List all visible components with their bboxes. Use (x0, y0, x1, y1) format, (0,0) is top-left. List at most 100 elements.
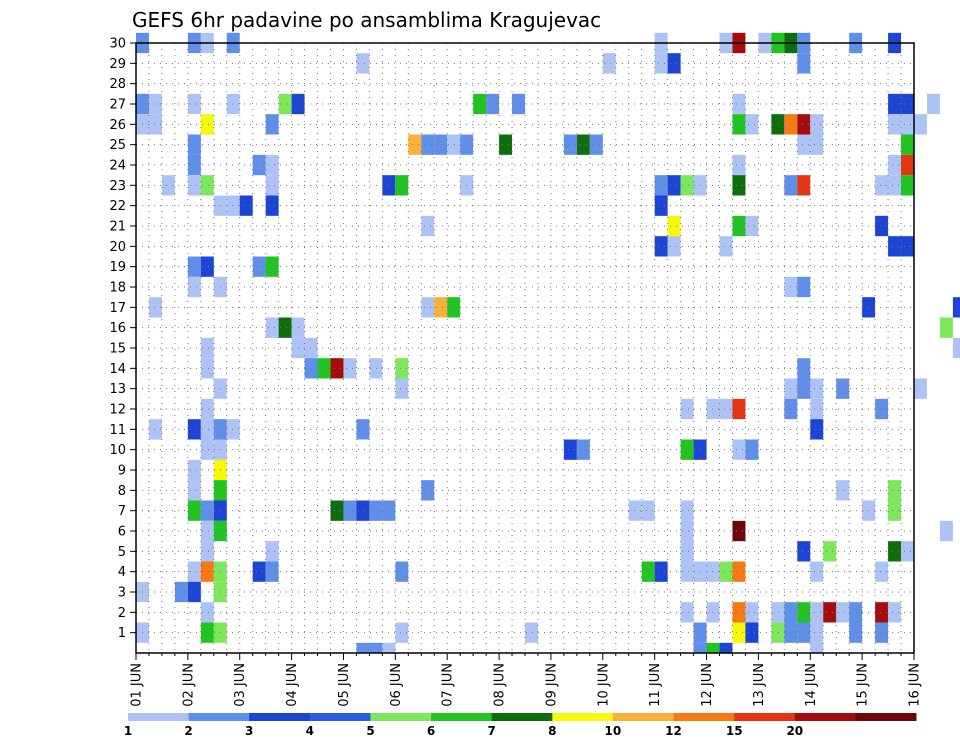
y-tick-label: 14 (109, 362, 126, 377)
heatmap-cell (421, 215, 435, 237)
y-tick-label: 20 (109, 240, 126, 255)
heatmap-cells (136, 32, 960, 653)
heatmap-cell (382, 642, 396, 653)
heatmap-cell (654, 561, 668, 582)
y-tick-label: 6 (118, 525, 126, 540)
heatmap-cell (745, 114, 759, 135)
y-tick-label: 12 (109, 403, 126, 418)
y-tick-label: 9 (118, 464, 126, 479)
x-tick-label: 16 JUN (908, 663, 923, 707)
heatmap-cell (252, 561, 266, 582)
heatmap-cell (810, 398, 824, 420)
heatmap-cell (395, 378, 409, 399)
heatmap-cell (888, 480, 902, 501)
y-tick-label: 21 (109, 220, 126, 235)
heatmap-cell (628, 500, 642, 521)
colorbar-swatch (128, 713, 190, 721)
heatmap-cell (304, 337, 318, 359)
heatmap-cell (719, 561, 733, 582)
heatmap-cell (797, 53, 811, 74)
y-tick-label: 15 (109, 342, 126, 357)
heatmap-cell (888, 93, 902, 115)
heatmap-cell (148, 419, 162, 440)
heatmap-cell (473, 93, 487, 115)
heatmap-cell (161, 175, 175, 196)
heatmap-cell (265, 541, 279, 562)
heatmap-cell (356, 500, 370, 521)
heatmap-cell (732, 215, 746, 237)
heatmap-cell (810, 561, 824, 582)
heatmap-cell (200, 175, 214, 196)
heatmap-cell (226, 195, 240, 216)
colorbar-label: 1 (124, 724, 132, 738)
heatmap-cell (823, 602, 837, 623)
heatmap-cell (732, 602, 746, 623)
heatmap-cell (239, 195, 253, 216)
heatmap-cell (680, 520, 694, 542)
colorbar-swatch (612, 713, 675, 721)
heatmap-cell (265, 561, 279, 582)
heatmap-cell (369, 500, 383, 521)
y-tick-label: 10 (109, 443, 126, 458)
heatmap-cell (797, 541, 811, 562)
heatmap-cell (330, 500, 344, 521)
heatmap-cell (680, 175, 694, 196)
heatmap-cell (680, 398, 694, 420)
heatmap-cell (797, 602, 811, 623)
heatmap-cell (434, 297, 448, 318)
heatmap-cell (200, 439, 214, 460)
heatmap-cell (187, 419, 201, 440)
heatmap-cell (265, 317, 279, 338)
y-tick-label: 19 (109, 260, 126, 275)
x-tick-label: 03 JUN (233, 663, 248, 707)
heatmap-cell (265, 114, 279, 135)
colorbar-label: 8 (548, 724, 556, 738)
heatmap-cell (810, 134, 824, 155)
x-tick-label: 05 JUN (337, 663, 352, 707)
heatmap-cell (875, 175, 889, 196)
heatmap-cell (187, 500, 201, 521)
heatmap-cell (667, 175, 681, 196)
heatmap-cell (810, 378, 824, 399)
heatmap-cell (939, 317, 953, 338)
heatmap-cell (200, 256, 214, 277)
x-tick-label: 11 JUN (648, 663, 663, 707)
heatmap-cell (875, 622, 889, 643)
heatmap-cell (680, 500, 694, 521)
heatmap-cell (265, 175, 279, 196)
heatmap-cell (654, 53, 668, 74)
heatmap-cell (187, 134, 201, 155)
heatmap-cell (719, 398, 733, 420)
heatmap-cell (888, 602, 902, 623)
heatmap-cell (252, 154, 266, 176)
heatmap-cell (187, 256, 201, 277)
y-tick-label: 11 (109, 423, 126, 438)
heatmap-cell (563, 439, 577, 460)
x-tick-label: 09 JUN (544, 663, 559, 707)
heatmap-cell (680, 602, 694, 623)
heatmap-cell (914, 114, 927, 135)
heatmap-cell (278, 317, 292, 338)
heatmap-cell (187, 93, 201, 115)
heatmap-cell (888, 500, 902, 521)
heatmap-cell (706, 602, 720, 623)
heatmap-cell (200, 398, 214, 420)
colorbar-label: 3 (245, 724, 253, 738)
heatmap-cell (200, 114, 214, 135)
heatmap-cell (719, 236, 733, 257)
heatmap-cell (148, 93, 162, 115)
colorbar-swatch (734, 713, 796, 721)
heatmap-cell (641, 561, 655, 582)
heatmap-cell (797, 114, 811, 135)
heatmap-cell (732, 439, 746, 460)
heatmap-cell (654, 175, 668, 196)
y-tick-label: 4 (118, 565, 126, 580)
heatmap-cell (265, 154, 279, 176)
heatmap-cell (447, 297, 461, 318)
heatmap-cell (174, 581, 188, 603)
x-tick-label: 12 JUN (700, 663, 715, 707)
heatmap-cell (888, 114, 902, 135)
heatmap-cell (952, 337, 960, 359)
x-tick-label: 15 JUN (856, 663, 871, 707)
heatmap-cell (680, 541, 694, 562)
